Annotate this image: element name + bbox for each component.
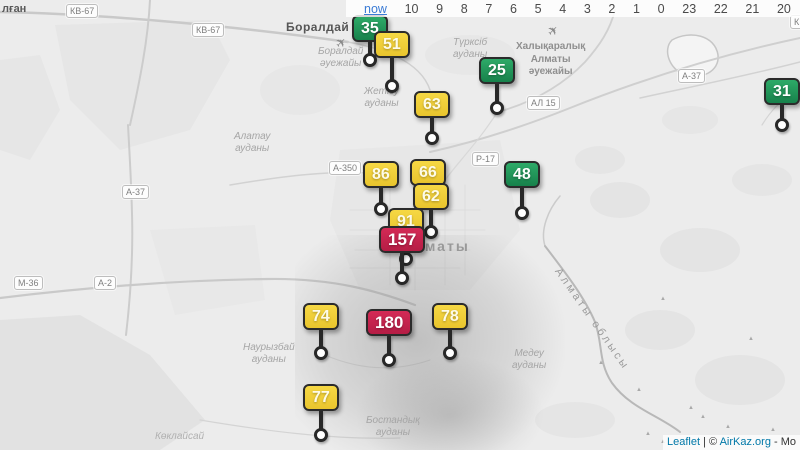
- aqi-value: 66: [410, 159, 446, 186]
- marker-dot: [442, 346, 457, 360]
- aqi-value: 25: [479, 57, 515, 84]
- map-attribution: Leaflet | © AirKaz.org - Mo: [663, 435, 800, 450]
- timeline-hour[interactable]: 10: [404, 1, 419, 16]
- road-badge: А-350: [329, 161, 362, 175]
- attribution-copyright: ©: [709, 436, 720, 448]
- timeline-hour[interactable]: 4: [559, 1, 567, 16]
- road-badge: КВ: [790, 15, 800, 29]
- marker-stem: [368, 42, 372, 54]
- aqi-marker[interactable]: 77: [303, 384, 339, 442]
- road-badge: А-2: [94, 276, 117, 290]
- aqi-value: 78: [432, 303, 468, 330]
- marker-stem: [780, 105, 784, 119]
- aqi-value: 48: [504, 161, 540, 188]
- timeline-hour[interactable]: 6: [509, 1, 517, 16]
- marker-dot: [313, 346, 328, 360]
- timeline-hour[interactable]: 1: [633, 1, 640, 16]
- aqi-marker[interactable]: 25: [479, 57, 515, 115]
- attribution-suffix: - Mo: [770, 436, 796, 448]
- road-badge: Р-17: [472, 152, 500, 166]
- aqi-value: 63: [414, 91, 450, 118]
- aqi-value: 86: [363, 161, 399, 188]
- aqi-marker[interactable]: 74: [303, 303, 339, 360]
- aqi-marker[interactable]: 62: [413, 183, 449, 239]
- marker-dot: [373, 202, 388, 216]
- timeline-hour[interactable]: 5: [534, 1, 542, 16]
- marker-stem: [319, 330, 323, 347]
- marker-dot: [382, 353, 397, 367]
- marker-dot: [774, 118, 789, 132]
- marker-stem: [495, 84, 499, 102]
- timeline-hour[interactable]: 22: [713, 1, 728, 16]
- marker-stem: [400, 253, 404, 272]
- marker-stem: [319, 411, 323, 429]
- marker-dot: [395, 271, 410, 285]
- marker-dot: [384, 79, 399, 93]
- marker-dot: [489, 101, 504, 115]
- timeline-hour[interactable]: 9: [436, 1, 444, 16]
- marker-stem: [379, 188, 383, 203]
- hour-timeline: now 10 9 8 7 6 5 4 3 2 1 0 23 22 21 20: [346, 0, 800, 17]
- marker-dot: [362, 53, 377, 67]
- airkaz-link[interactable]: AirKaz.org: [719, 436, 771, 448]
- aqi-marker[interactable]: 78: [432, 303, 468, 360]
- timeline-hour[interactable]: 0: [657, 1, 665, 16]
- aqi-marker[interactable]: 63: [414, 91, 450, 145]
- timeline-hour[interactable]: 3: [583, 1, 591, 16]
- leaflet-link[interactable]: Leaflet: [667, 436, 701, 448]
- aqi-marker[interactable]: 157: [379, 226, 426, 285]
- marker-stem: [520, 188, 524, 207]
- road-badge: АЛ 15: [527, 96, 560, 110]
- timeline-hour[interactable]: 2: [608, 1, 616, 16]
- marker-dot: [423, 225, 438, 239]
- aqi-value: 180: [366, 309, 413, 336]
- road-badge: КВ-67: [192, 23, 225, 37]
- aqi-value: 74: [303, 303, 339, 330]
- aqi-marker[interactable]: 86: [363, 161, 399, 216]
- aqi-value: 77: [303, 384, 339, 411]
- marker-dot: [313, 428, 328, 442]
- aqi-marker[interactable]: 48: [504, 161, 540, 220]
- timeline-hour[interactable]: 7: [485, 1, 493, 16]
- marker-stem: [429, 210, 433, 226]
- marker-stem: [387, 336, 391, 354]
- aqi-value: 51: [374, 31, 410, 58]
- marker-stem: [448, 330, 452, 347]
- aqi-marker[interactable]: 180: [366, 309, 413, 367]
- road-badge: М-36: [14, 276, 43, 290]
- road-badge: КВ-67: [66, 4, 99, 18]
- aqi-marker[interactable]: 31: [764, 78, 800, 132]
- timeline-hour[interactable]: 20: [776, 1, 791, 16]
- timeline-hour[interactable]: 21: [745, 1, 760, 16]
- timeline-hour[interactable]: 8: [460, 1, 468, 16]
- marker-stem: [430, 118, 434, 132]
- aqi-value: 62: [413, 183, 449, 210]
- attribution-separator: |: [700, 436, 710, 448]
- aqi-marker[interactable]: 51: [374, 31, 410, 93]
- marker-dot: [424, 131, 439, 145]
- road-badge: А-37: [122, 185, 150, 199]
- marker-dot: [514, 206, 529, 220]
- aqi-value: 31: [764, 78, 800, 105]
- road-badge: А-37: [678, 69, 706, 83]
- marker-stem: [390, 58, 394, 80]
- timeline-hour[interactable]: 23: [682, 1, 697, 16]
- aqi-value: 157: [379, 226, 426, 253]
- timeline-hour-now[interactable]: now: [364, 1, 387, 16]
